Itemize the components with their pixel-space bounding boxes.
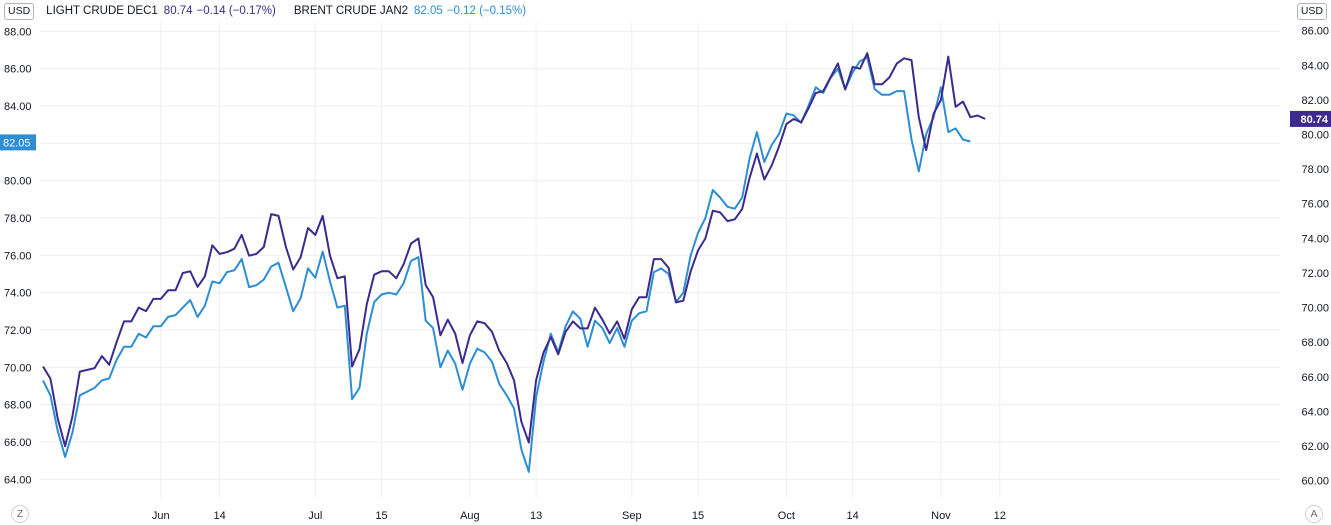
legend-change-brent-crude: −0.12 (−0.15%) <box>446 5 527 17</box>
brent-last-price-text: 82.05 <box>3 137 31 149</box>
right-axis-tick-label: 82.00 <box>1301 95 1329 107</box>
right-axis-tick-label: 68.00 <box>1301 337 1329 349</box>
price-badges: 82.05 80.74 <box>0 110 1331 151</box>
horizontal-grid <box>40 30 1280 480</box>
left-axis-tick-label: 68.00 <box>4 400 32 412</box>
right-axis-tick-label: 74.00 <box>1301 233 1329 245</box>
right-axis-tick-label: 64.00 <box>1301 406 1329 418</box>
legend-value-brent-crude: 82.05 <box>414 5 443 17</box>
left-axis-tick-label: 80.00 <box>4 176 32 188</box>
right-price-axis[interactable]: 86.00 84.00 82.00 80.00 78.00 76.00 74.00 72.00… <box>1301 26 1329 488</box>
right-axis-tick-label: 78.00 <box>1301 164 1329 176</box>
series-line-light-crude[interactable] <box>42 52 986 448</box>
legend-symbol-brent-crude[interactable]: BRENT CRUDE JAN2 <box>293 5 409 17</box>
chart-legend: USD LIGHT CRUDE DEC1 80.74 −0.14 (−0.17%… <box>0 0 544 22</box>
left-axis-tick-label: 66.00 <box>4 437 32 449</box>
right-axis-tick-label: 84.00 <box>1301 60 1329 72</box>
legend-change-light-crude: −0.14 (−0.17%) <box>196 5 276 17</box>
right-axis-tick-label: 80.00 <box>1301 130 1329 142</box>
time-tick-label: 13 <box>530 510 542 522</box>
vertical-grid <box>160 22 1001 498</box>
legend-value-light-crude: 80.74 <box>163 5 193 17</box>
series-line-brent-crude[interactable] <box>42 56 971 473</box>
left-price-axis[interactable]: 88.0086.0084.0082.0080.0078.0076.0074.00… <box>4 26 32 486</box>
left-axis-tick-label: 76.00 <box>4 250 32 262</box>
left-axis-tick-label: 78.00 <box>4 213 32 225</box>
left-axis-tick-label: 74.00 <box>4 288 32 300</box>
time-tick-label: 14 <box>846 510 858 522</box>
time-tick-label: Oct <box>778 510 795 522</box>
right-axis-tick-label: 70.00 <box>1301 303 1329 315</box>
light-last-price-badge <box>1290 110 1331 127</box>
auto-scale-button[interactable]: A <box>1305 505 1323 523</box>
left-axis-tick-label: 70.00 <box>4 362 32 374</box>
legend-symbol-light-crude[interactable]: LIGHT CRUDE DEC1 <box>46 5 158 17</box>
time-tick-label: 15 <box>375 510 387 522</box>
series-layer <box>42 52 986 473</box>
time-tick-label: 14 <box>214 510 226 522</box>
time-axis[interactable]: Jun 14 Jul 15 Aug 13 Sep 15 Oct 14 Nov 12 <box>152 510 1006 522</box>
currency-badge-left[interactable]: USD <box>4 2 35 20</box>
right-axis-tick-label: 86.00 <box>1301 26 1329 38</box>
currency-badge-right[interactable]: USD <box>1296 3 1327 20</box>
time-tick-label: Aug <box>460 510 480 522</box>
right-axis-tick-label: 66.00 <box>1301 372 1329 384</box>
right-axis-tick-label: 62.00 <box>1301 441 1329 453</box>
right-axis-tick-label: 76.00 <box>1301 199 1329 211</box>
left-axis-tick-label: 88.00 <box>4 26 32 38</box>
time-tick-label: Jun <box>152 510 170 522</box>
left-axis-tick-label: 72.00 <box>4 325 32 337</box>
time-tick-label: Nov <box>931 510 951 522</box>
brent-last-price-badge <box>0 134 36 151</box>
time-tick-label: 12 <box>994 510 1006 522</box>
time-tick-label: Jul <box>308 510 322 522</box>
time-tick-label: 15 <box>692 510 704 522</box>
right-axis-tick-label: 60.00 <box>1301 476 1329 488</box>
left-axis-tick-label: 84.00 <box>4 101 32 113</box>
right-axis-tick-label: 72.00 <box>1301 268 1329 280</box>
left-axis-tick-label: 64.00 <box>4 474 32 486</box>
left-axis-tick-label: 86.00 <box>4 64 32 76</box>
timezone-button[interactable]: Z <box>11 505 29 523</box>
time-tick-label: Sep <box>622 510 642 522</box>
light-last-price-text: 80.74 <box>1300 114 1328 126</box>
